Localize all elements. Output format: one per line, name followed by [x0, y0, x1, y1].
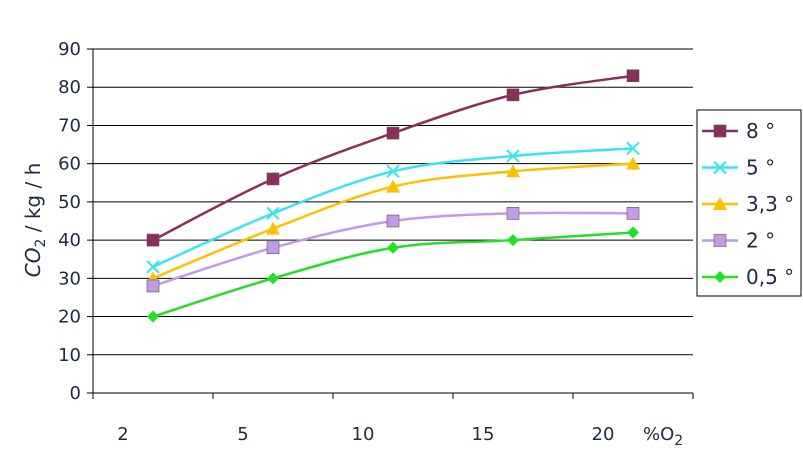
axes: [87, 48, 694, 399]
x-tick-label: 5: [237, 424, 248, 445]
y-axis-label-sub: 2: [33, 239, 49, 248]
data-point: [714, 271, 726, 283]
legend-item: 5 °: [702, 156, 775, 180]
y-tick-label: 60: [58, 154, 81, 175]
data-point-stroke: [386, 164, 400, 179]
data-point: [386, 214, 400, 228]
data-point-stroke: [266, 206, 280, 221]
y-axis-label-main: CO: [21, 248, 45, 278]
data-point: [506, 149, 520, 163]
data-point: [266, 241, 280, 255]
data-point: [386, 164, 400, 179]
data-point-stroke: [713, 160, 727, 175]
data-point: [506, 88, 520, 102]
grid-lines: [93, 48, 693, 356]
data-point: [266, 221, 280, 235]
series: [147, 226, 639, 323]
x-axis-label-sub: 2: [674, 433, 683, 449]
series: [146, 69, 640, 247]
legend-item: 0,5 °: [702, 265, 794, 289]
data-point: [506, 207, 520, 220]
x-tick-labels: 2 5 10 15 20: [117, 424, 614, 445]
data-point: [266, 172, 280, 186]
series: [146, 141, 640, 274]
y-tick-label: 0: [70, 383, 81, 404]
data-point: [267, 272, 279, 285]
svg-text:%O2: %O2: [643, 424, 683, 449]
data-point: [266, 206, 280, 221]
x-tick-label: 10: [352, 424, 375, 445]
data-point-stroke: [626, 141, 640, 156]
data-point: [626, 69, 640, 83]
legend-label: 2 °: [746, 229, 775, 253]
legend-label: 0,5 °: [746, 265, 794, 289]
x-tick-label: 2: [117, 424, 128, 445]
data-point: [626, 156, 640, 170]
x-tick-label: 15: [472, 424, 495, 445]
data-point: [146, 279, 160, 293]
y-tick-label: 30: [58, 268, 81, 289]
y-axis-label-rest: / kg / h: [21, 163, 45, 239]
data-point: [713, 124, 727, 138]
data-point: [386, 179, 400, 193]
legend-item: 2 °: [702, 229, 775, 253]
legend-label: 3,3 °: [746, 192, 794, 216]
x-axis-label: %O2: [643, 424, 683, 449]
series-group: [146, 69, 640, 323]
data-point: [713, 197, 727, 210]
data-point: [626, 141, 640, 156]
data-point: [627, 226, 639, 239]
y-tick-label: 80: [58, 77, 81, 98]
data-point: [387, 241, 399, 254]
data-point: [386, 126, 400, 140]
data-point: [147, 310, 159, 323]
data-point: [713, 234, 727, 247]
y-tick-label: 40: [58, 230, 81, 251]
y-axis-label: CO2 / kg / h: [21, 163, 49, 278]
legend-label: 8 °: [746, 119, 775, 143]
y-tick-label: 50: [58, 192, 81, 213]
legend-item: 3,3 °: [702, 192, 794, 216]
y-tick-label: 20: [58, 307, 81, 328]
data-point: [506, 164, 520, 178]
legend-label: 5 °: [746, 156, 775, 180]
x-axis-label-main: %O: [643, 424, 674, 445]
y-tick-label: 70: [58, 115, 81, 136]
y-tick-label: 90: [58, 39, 81, 60]
data-point-stroke: [506, 149, 520, 163]
y-tick-label: 10: [58, 345, 81, 366]
series: [146, 207, 640, 293]
x-tick-label: 20: [592, 424, 615, 445]
data-point: [626, 207, 640, 220]
legend: 8 ° 5 ° 3,3 ° 2 ° 0,5 °: [696, 109, 802, 297]
y-tick-labels: 0 10 20 30 40 50 60 70 80 90: [58, 39, 81, 404]
svg-text:CO2 / kg / h: CO2 / kg / h: [21, 163, 49, 278]
data-point: [713, 160, 727, 175]
data-point: [146, 260, 160, 274]
data-point: [507, 234, 519, 247]
data-point-stroke: [146, 260, 160, 274]
legend-item: 8 °: [702, 119, 775, 143]
data-point: [146, 233, 160, 247]
